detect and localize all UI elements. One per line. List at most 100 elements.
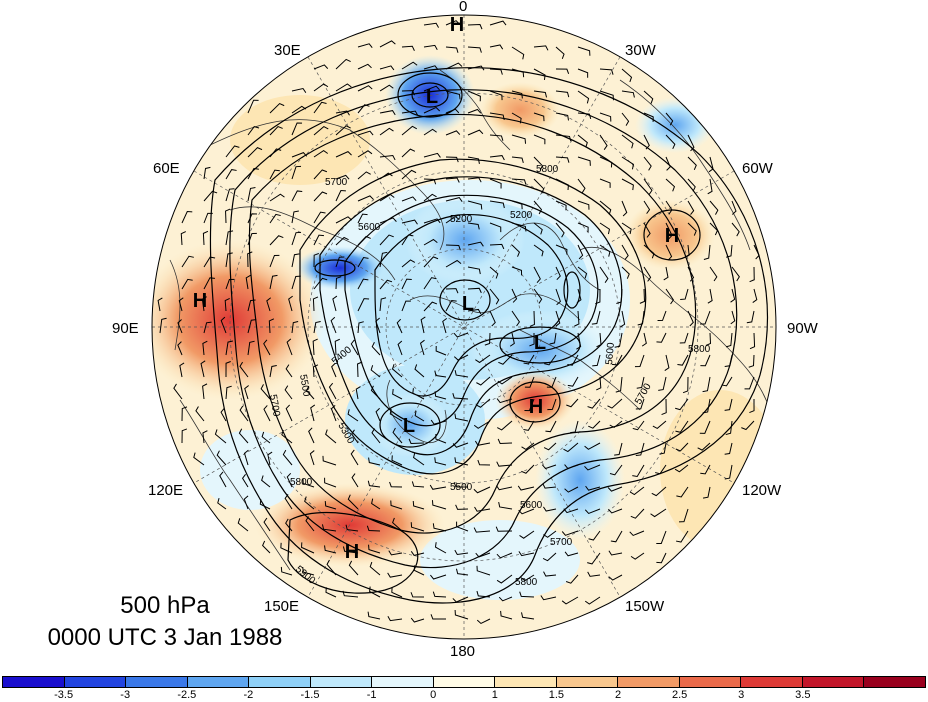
contour-label: 5200: [510, 210, 533, 221]
wind-barb: [357, 43, 373, 49]
wind-barb: [220, 408, 227, 422]
wind-barb: [577, 266, 588, 279]
wind-barb: [621, 68, 633, 83]
wind-barb: [203, 321, 212, 334]
wind-barb: [434, 457, 447, 466]
wind-barb: [636, 376, 645, 389]
colorbar-tick-label: -2: [243, 689, 254, 701]
wind-barb: [584, 596, 601, 605]
wind-barb: [629, 486, 645, 496]
wind-barb: [280, 566, 293, 576]
wind-barb: [731, 266, 740, 282]
wind-barb: [677, 354, 689, 366]
wind-barb: [401, 61, 418, 70]
colorbar-swatch: [495, 677, 557, 687]
wind-barb: [245, 274, 251, 290]
wind-barb: [639, 288, 646, 304]
wind-barb: [313, 252, 320, 268]
wind-barb: [330, 316, 337, 334]
wind-barb: [549, 332, 557, 345]
wind-barb: [432, 591, 447, 598]
contour-label: 5600: [604, 342, 617, 366]
wind-barb: [181, 428, 188, 444]
wind-barb: [675, 420, 689, 433]
wind-barb: [247, 167, 259, 180]
wind-barb: [224, 297, 230, 312]
wind-barb: [335, 58, 351, 70]
wind-barb: [665, 178, 676, 192]
wind-barb: [225, 340, 233, 356]
wind-barb: [159, 317, 167, 334]
wind-barb: [423, 301, 438, 312]
wind-barb: [555, 244, 568, 255]
wind-barb: [269, 213, 281, 224]
wind-barb: [313, 83, 329, 92]
wind-barb: [357, 150, 373, 158]
contour-label: 5700: [267, 394, 282, 418]
wind-barb: [423, 85, 440, 92]
wind-barb: [473, 486, 491, 494]
wind-barb: [564, 551, 579, 557]
wind-barb: [476, 618, 491, 625]
wind-barb: [328, 382, 337, 400]
wind-barb: [414, 410, 425, 422]
wind-barb: [609, 464, 623, 476]
wind-barb: [455, 568, 469, 576]
wind-barb: [489, 288, 500, 305]
wind-barb: [445, 299, 457, 312]
wind-barb: [225, 188, 235, 202]
wind-barb: [304, 496, 315, 510]
wind-barb: [401, 259, 416, 268]
wind-barb: [584, 464, 601, 471]
wind-barb: [577, 112, 592, 120]
wind-barb: [324, 545, 337, 554]
wind-barb: [351, 473, 359, 488]
wind-barb: [410, 551, 425, 556]
wind-barb: [379, 40, 396, 48]
wind-barb: [587, 571, 601, 577]
wind-barb: [473, 527, 491, 533]
wind-barb: [517, 485, 535, 491]
wind-barb: [675, 398, 689, 411]
wind-barb: [392, 389, 403, 400]
wind-barb: [533, 90, 548, 98]
colorbar: [2, 676, 926, 688]
wind-barb: [313, 125, 329, 136]
wind-barb: [656, 332, 667, 343]
wind-barb: [496, 485, 513, 491]
wind-barb: [401, 125, 418, 136]
wind-barb: [524, 398, 535, 412]
wind-barb: [286, 472, 293, 488]
contour-label: 5700: [550, 537, 573, 548]
wind-barb: [621, 266, 630, 279]
wind-barb: [367, 480, 381, 488]
lon-label-30w: 30W: [625, 42, 656, 59]
wind-barb: [350, 339, 359, 356]
colorbar-swatch: [802, 677, 865, 687]
lon-label-120e: 120E: [148, 482, 184, 499]
wind-barb: [599, 134, 608, 150]
wind-barb: [496, 461, 513, 467]
wind-barb: [247, 99, 259, 114]
wind-barb: [730, 288, 736, 303]
wind-barb: [308, 427, 315, 444]
wind-barb: [699, 420, 711, 434]
wind-barb: [607, 398, 623, 409]
wind-barb: [244, 385, 249, 400]
wind-barb: [511, 90, 523, 99]
wind-barb: [371, 341, 381, 356]
wind-barb: [632, 420, 645, 431]
wind-barb: [533, 266, 541, 284]
wind-barb: [630, 552, 645, 560]
wind-barb: [687, 200, 695, 215]
wind-barb: [366, 525, 381, 532]
wind-barb: [247, 251, 253, 268]
wind-barb: [243, 495, 249, 510]
wind-barb: [542, 552, 557, 562]
wind-barb: [496, 398, 513, 404]
wind-barb: [243, 449, 249, 466]
wind-barb: [630, 508, 645, 519]
lon-label-90e: 90E: [112, 320, 139, 337]
wind-barb: [529, 310, 535, 327]
